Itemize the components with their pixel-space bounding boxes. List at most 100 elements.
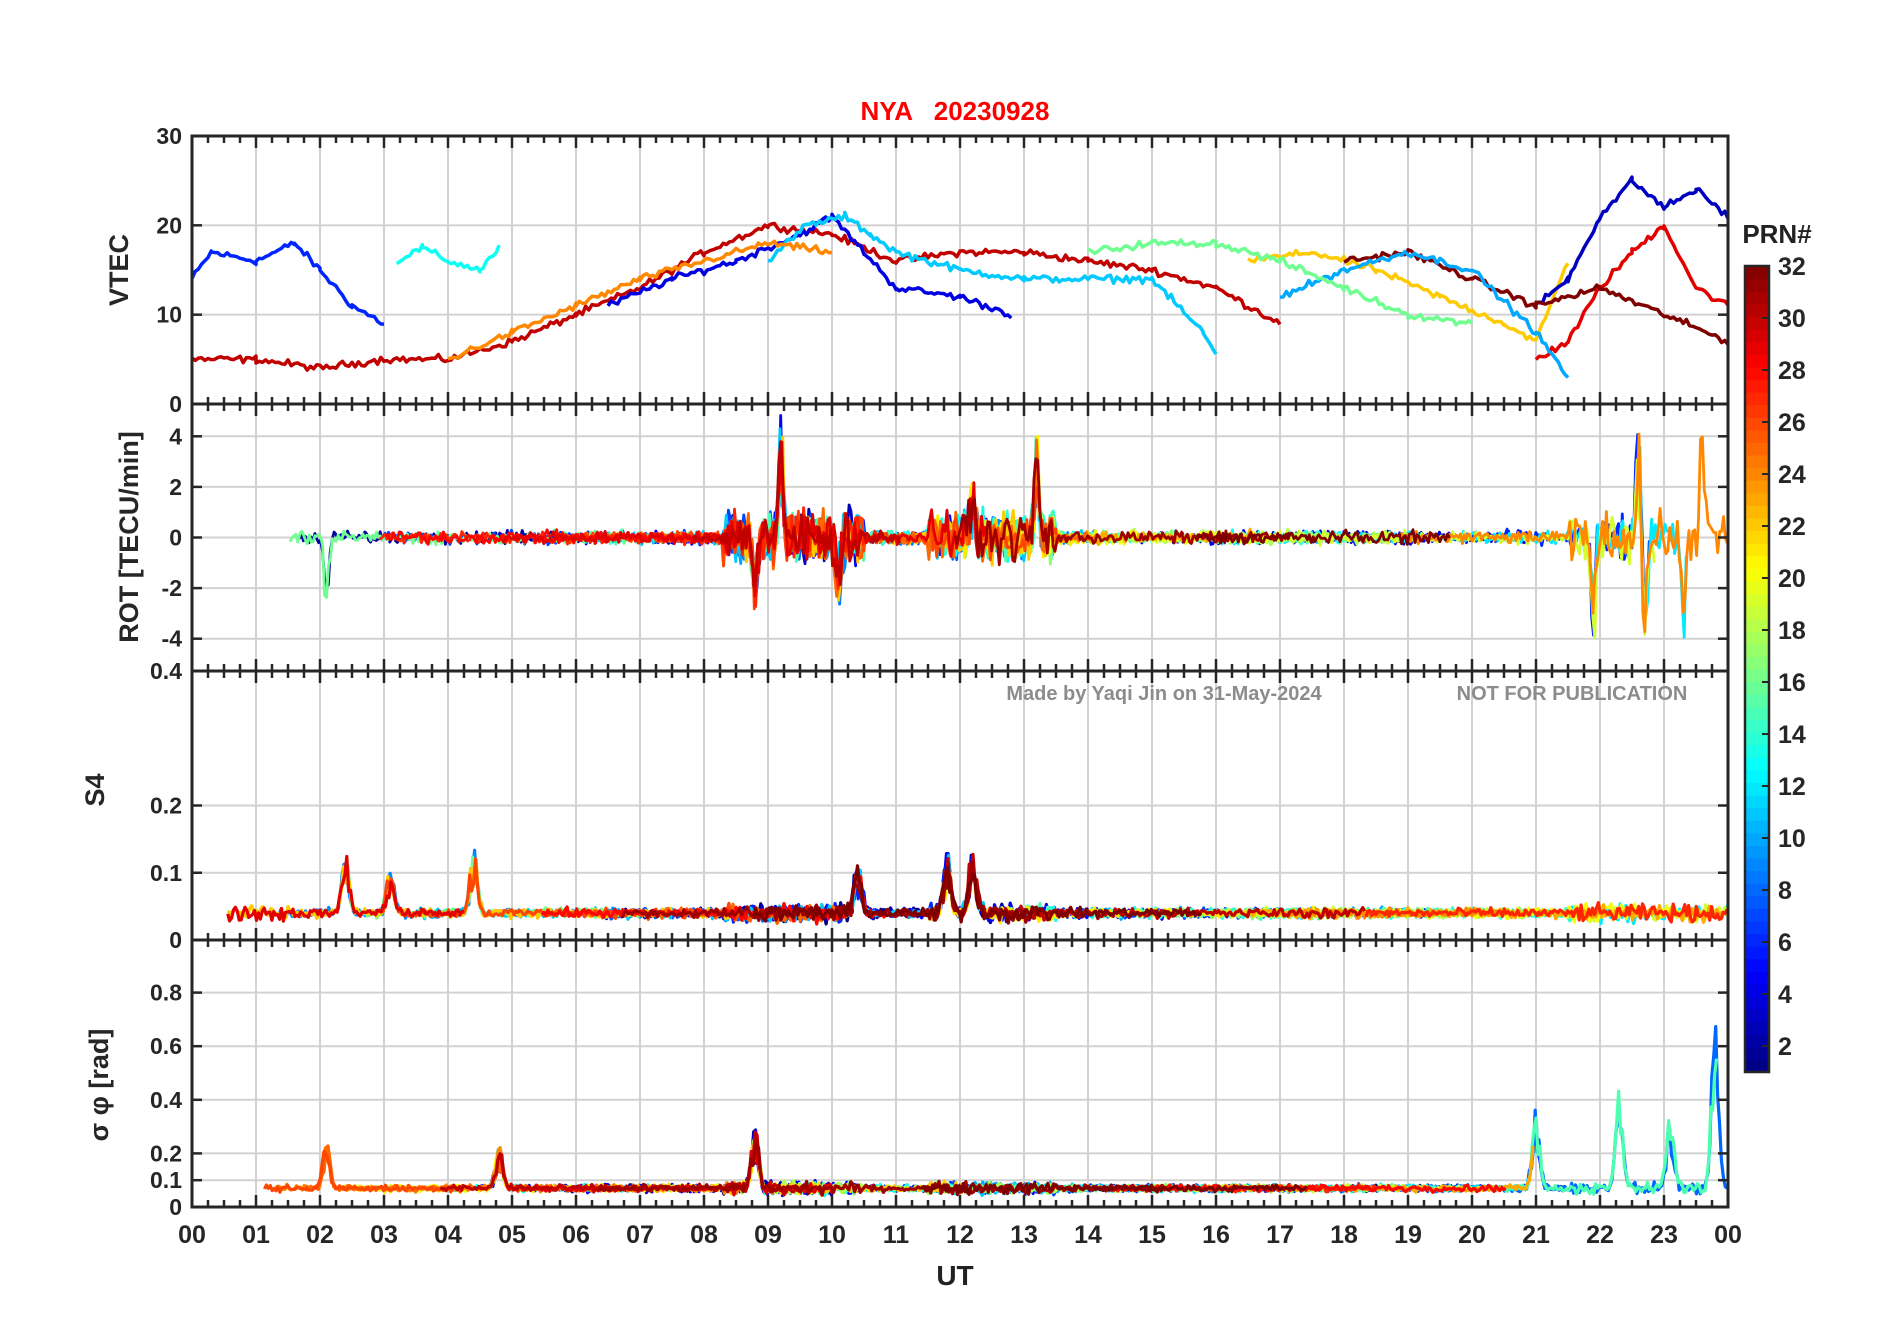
colorbar-segment xyxy=(1745,870,1769,884)
colorbar-segment xyxy=(1745,1046,1769,1061)
s4-series-prn-32 xyxy=(752,864,1203,924)
y-axis-label-vtec: VTEC xyxy=(104,234,134,306)
rot-series-prn-30 xyxy=(691,440,902,587)
colorbar-tick-label: 2 xyxy=(1778,1033,1792,1061)
rot-series-prn-24 xyxy=(1397,432,1728,634)
vtec-series-prn-30 xyxy=(192,221,1282,372)
x-ticks-sigma_phi xyxy=(190,940,1730,1207)
colorbar-segment xyxy=(1745,656,1769,670)
y-tick-label: 0.4 xyxy=(150,1087,182,1113)
colorbar-segment xyxy=(1745,744,1769,758)
y-tick-label: -2 xyxy=(162,575,182,601)
y-tick-label: 0.6 xyxy=(150,1033,182,1059)
colorbar-segment xyxy=(1745,505,1769,519)
colorbar-segment xyxy=(1745,454,1769,469)
colorbar-segment xyxy=(1745,681,1769,695)
x-tick-label: 09 xyxy=(754,1221,782,1249)
colorbar-segment xyxy=(1745,895,1769,909)
panel-vtec: 0 10 20 30 VTEC xyxy=(104,123,1730,417)
colorbar-segment xyxy=(1745,606,1769,620)
colorbar-segment xyxy=(1745,946,1769,960)
colorbar-segment xyxy=(1745,328,1769,343)
grid-s4 xyxy=(192,671,1728,940)
y-tick-label: 0 xyxy=(169,1194,182,1220)
x-tick-label: 21 xyxy=(1522,1221,1550,1249)
y-tick-label: 4 xyxy=(169,423,182,449)
colorbar-segment xyxy=(1745,845,1769,859)
colorbar-frame xyxy=(1743,264,1771,1074)
colorbar-tick-label: 32 xyxy=(1778,253,1806,281)
sigma_phi-series-prn-32 xyxy=(920,1181,1309,1197)
x-tick-label: 00 xyxy=(178,1221,206,1249)
colorbar-segment xyxy=(1745,706,1769,720)
colorbar-segment xyxy=(1745,442,1769,456)
x-tick-label: 16 xyxy=(1202,1221,1230,1249)
colorbar-segment xyxy=(1745,429,1769,443)
colorbar-segment xyxy=(1745,971,1769,985)
colorbar-segment xyxy=(1745,757,1769,771)
colorbar-segment xyxy=(1745,643,1769,658)
colorbar-segment xyxy=(1745,920,1769,935)
colorbar-segment xyxy=(1745,341,1769,355)
series-group-sigma_phi xyxy=(263,1025,1728,1198)
y-tick-label: -4 xyxy=(162,626,183,652)
x-tick-label: 02 xyxy=(306,1221,334,1249)
y-tick-labels-s4: 0 0.1 0.2 0.4 xyxy=(150,658,1728,953)
colorbar-segment xyxy=(1745,719,1769,733)
series-group-vtec xyxy=(192,175,1728,379)
colorbar-segment xyxy=(1745,958,1769,972)
colorbar-segment xyxy=(1745,480,1769,494)
x-tick-label: 12 xyxy=(946,1221,974,1249)
colorbar-segment xyxy=(1745,568,1769,582)
colorbar-segment xyxy=(1745,391,1769,406)
x-tick-label: 00 xyxy=(1714,1221,1742,1249)
x-tick-label: 14 xyxy=(1074,1221,1102,1249)
y-tick-label: 0 xyxy=(169,525,182,551)
colorbar-tick-label: 18 xyxy=(1778,617,1806,645)
colorbar-segment xyxy=(1745,618,1769,632)
colorbar-tick-label: 6 xyxy=(1778,929,1792,957)
colorbar-segment xyxy=(1745,1034,1769,1048)
colorbar-segment xyxy=(1745,593,1769,607)
colorbar-tick-label: 30 xyxy=(1778,305,1806,333)
colorbar-segment xyxy=(1745,580,1769,595)
x-tick-label: 10 xyxy=(818,1221,846,1249)
colorbar-segment xyxy=(1745,1021,1769,1035)
vtec-series-prn-16 xyxy=(1087,238,1474,327)
y-tick-label: 0 xyxy=(169,391,182,417)
colorbar-segment xyxy=(1745,266,1769,280)
figure-title: NYA 20230928 xyxy=(861,96,1050,126)
colorbar-segment xyxy=(1745,731,1769,746)
colorbar-tick-label: 4 xyxy=(1778,981,1792,1009)
x-tick-label: 06 xyxy=(562,1221,590,1249)
colorbar-segment xyxy=(1745,794,1769,809)
x-tick-label: 05 xyxy=(498,1221,526,1249)
vtec-series-prn-22 xyxy=(1247,248,1570,342)
x-tick-label: 23 xyxy=(1650,1221,1678,1249)
colorbar-segment xyxy=(1745,669,1769,683)
colorbar-segment xyxy=(1745,291,1769,305)
x-tick-label: 17 xyxy=(1266,1221,1294,1249)
colorbar-tick-label: 8 xyxy=(1778,877,1792,905)
colorbar-segment xyxy=(1745,379,1769,393)
colorbar-segment xyxy=(1745,631,1769,645)
y-axis-label-s4: S4 xyxy=(80,773,110,806)
colorbar-segment xyxy=(1745,316,1769,330)
colorbar-segment xyxy=(1745,404,1769,418)
colorbar-segment xyxy=(1745,933,1769,947)
colorbar-tick-label: 14 xyxy=(1778,721,1806,749)
x-tick-label: 03 xyxy=(370,1221,398,1249)
colorbar-segment xyxy=(1745,417,1769,431)
colorbar-segment xyxy=(1745,1009,1769,1023)
colorbar-segment xyxy=(1745,555,1769,569)
grid-sigma_phi xyxy=(192,940,1728,1207)
vtec-series-prn-24 xyxy=(447,239,833,361)
colorbar-segment xyxy=(1745,278,1769,292)
colorbar-segment xyxy=(1745,996,1769,1010)
y-tick-label: 10 xyxy=(156,302,182,328)
colorbar-segment xyxy=(1745,694,1769,708)
vtec-series-prn-6 xyxy=(192,240,385,326)
x-axis-label: UT xyxy=(936,1260,973,1291)
y-tick-label: 0.4 xyxy=(150,658,182,684)
